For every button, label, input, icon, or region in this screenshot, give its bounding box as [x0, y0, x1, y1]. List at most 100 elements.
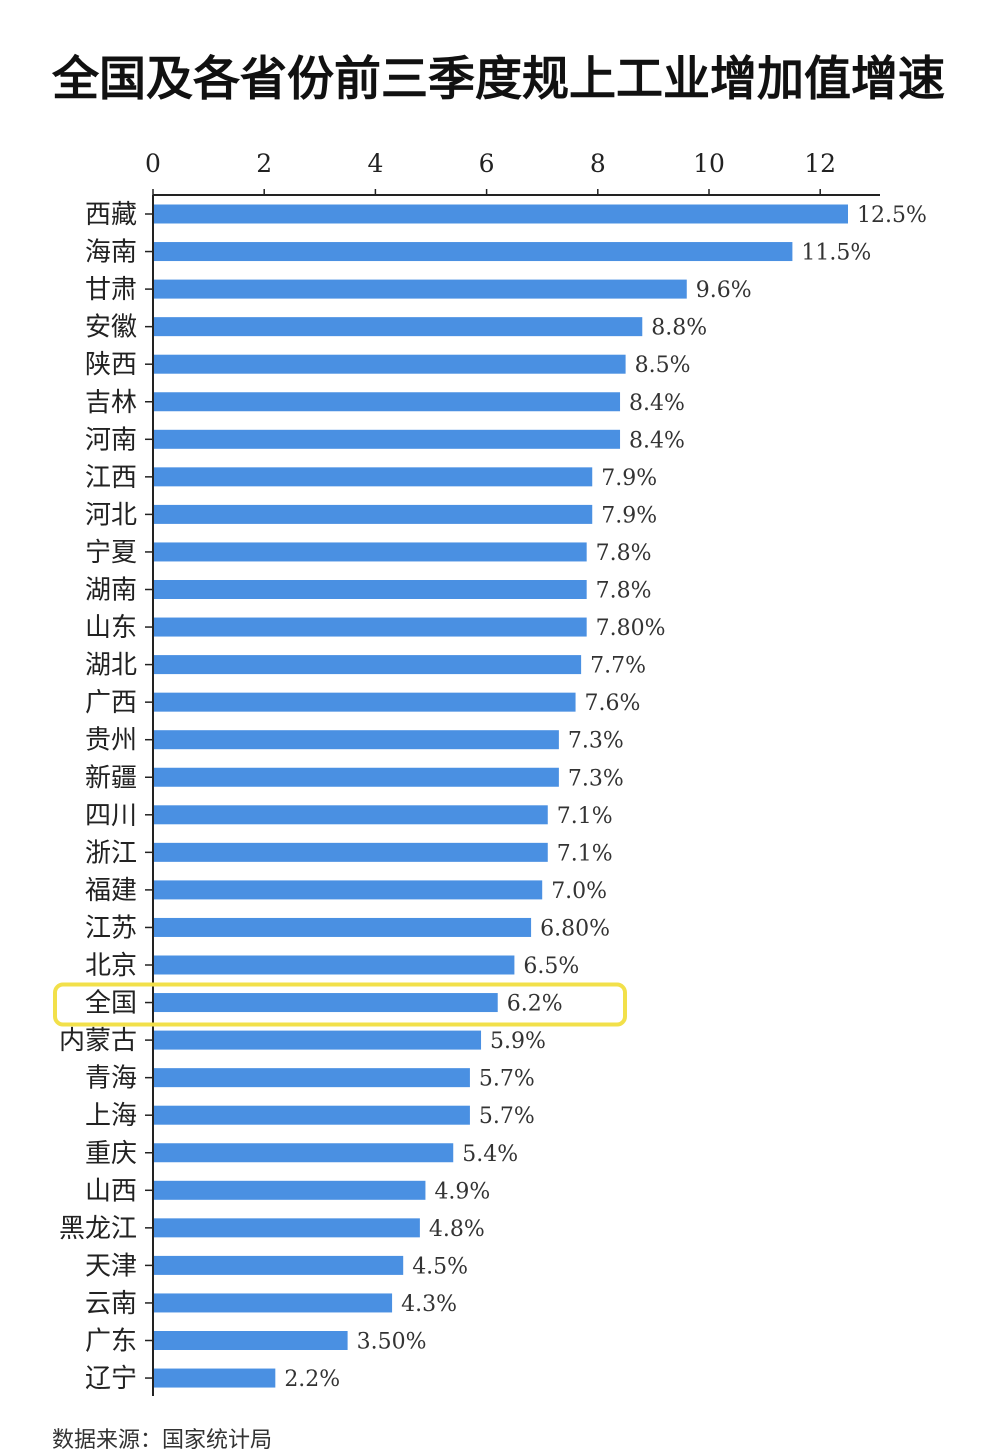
x-tick-label: 10	[693, 149, 725, 178]
category-label: 江苏	[85, 913, 137, 943]
category-label: 北京	[85, 951, 137, 981]
bar	[154, 354, 626, 374]
value-label: 4.8%	[429, 1217, 485, 1242]
category-label: 陕西	[85, 350, 137, 380]
value-label: 2.2%	[284, 1367, 340, 1392]
category-label: 江西	[85, 463, 137, 493]
bar	[154, 504, 593, 524]
category-label: 湖北	[85, 651, 137, 681]
bar	[154, 1255, 404, 1275]
value-label: 6.5%	[523, 954, 579, 979]
bar	[154, 1143, 454, 1163]
x-tick-label: 0	[145, 149, 161, 178]
bars: 12.5% 11.5% 9.6% 8.8% 8.5% 8.4% 8.4% 7.9% 7.9% 7.…	[154, 203, 927, 1392]
value-label: 7.3%	[568, 729, 624, 754]
category-label: 福建	[85, 876, 137, 906]
value-label: 8.5%	[635, 353, 691, 378]
bar	[154, 204, 848, 224]
bar	[154, 1331, 348, 1350]
value-label: 7.80%	[596, 616, 666, 641]
bar	[154, 767, 559, 787]
category-label: 湖南	[85, 576, 137, 606]
value-label: 4.3%	[401, 1292, 457, 1317]
category-label: 全国	[85, 989, 137, 1019]
category-label: 新疆	[85, 763, 137, 793]
category-label: 贵州	[85, 726, 137, 756]
value-label: 7.9%	[601, 503, 657, 528]
bar	[154, 242, 793, 262]
bar	[154, 692, 576, 712]
bar	[154, 467, 593, 487]
category-label: 河北	[85, 500, 137, 530]
category-label: 广东	[85, 1327, 137, 1357]
bar	[154, 317, 643, 337]
value-label: 5.4%	[462, 1142, 518, 1167]
category-label: 云南	[85, 1289, 137, 1319]
value-label: 7.3%	[568, 766, 624, 791]
bar	[154, 392, 621, 412]
x-tick-label: 6	[479, 149, 495, 178]
highlight-box-group	[53, 982, 627, 1027]
y-axis: 西藏海南甘肃安徽陕西吉林河南江西河北宁夏湖南山东湖北广西贵州新疆四川浙江福建江苏…	[59, 195, 154, 1397]
bar	[154, 805, 548, 825]
bar	[154, 842, 548, 862]
value-label: 7.8%	[596, 541, 652, 566]
value-label: 7.9%	[601, 466, 657, 491]
bar	[154, 917, 532, 937]
value-label: 6.2%	[507, 992, 563, 1017]
category-label: 浙江	[85, 838, 137, 868]
bar	[154, 1030, 482, 1050]
value-label: 4.9%	[434, 1179, 490, 1204]
x-tick-label: 12	[804, 149, 836, 178]
bar	[154, 1293, 393, 1313]
category-label: 黑龙江	[59, 1214, 137, 1244]
bar	[154, 580, 587, 599]
highlight-box	[53, 982, 627, 1027]
category-label: 河南	[85, 425, 137, 455]
value-label: 7.0%	[551, 879, 607, 904]
source-note: 数据来源：国家统计局	[52, 1428, 273, 1453]
value-label: 5.7%	[479, 1104, 535, 1129]
bar	[154, 730, 559, 750]
value-label: 7.1%	[557, 804, 613, 829]
x-tick-label: 2	[256, 149, 272, 178]
category-label: 吉林	[85, 388, 137, 418]
category-label: 安徽	[85, 313, 137, 343]
value-label: 4.5%	[412, 1254, 468, 1279]
category-label: 内蒙古	[59, 1026, 137, 1056]
value-label: 8.8%	[651, 316, 707, 341]
value-label: 7.7%	[590, 654, 646, 679]
category-label: 青海	[85, 1064, 137, 1094]
category-label: 山西	[85, 1176, 137, 1206]
chart-title: 全国及各省份前三季度规上工业增加值增速	[52, 52, 945, 107]
bar	[154, 542, 587, 562]
category-label: 四川	[85, 801, 137, 831]
value-label: 5.9%	[490, 1029, 546, 1054]
x-tick-label: 8	[590, 149, 606, 178]
bar	[154, 880, 543, 900]
value-label: 7.1%	[557, 841, 613, 866]
category-label: 甘肃	[85, 275, 137, 305]
value-label: 5.7%	[479, 1067, 535, 1092]
bar	[154, 1180, 426, 1200]
bar	[154, 1368, 276, 1388]
x-axis: 0 2 4 6 8 10 12	[145, 149, 880, 196]
value-label: 8.4%	[629, 391, 685, 416]
bar	[154, 955, 515, 975]
bar	[154, 429, 621, 449]
category-label: 西藏	[85, 200, 137, 230]
bar	[154, 279, 687, 299]
bar	[154, 1068, 470, 1088]
bar	[154, 1105, 470, 1125]
category-label: 广西	[85, 688, 137, 718]
bar	[154, 1218, 420, 1238]
value-label: 3.50%	[357, 1330, 427, 1355]
bar	[154, 993, 498, 1013]
value-label: 12.5%	[857, 203, 927, 228]
category-label: 天津	[85, 1251, 137, 1281]
category-label: 上海	[85, 1101, 137, 1131]
value-label: 6.80%	[540, 916, 610, 941]
value-label: 7.6%	[585, 691, 641, 716]
category-label: 海南	[85, 238, 137, 268]
